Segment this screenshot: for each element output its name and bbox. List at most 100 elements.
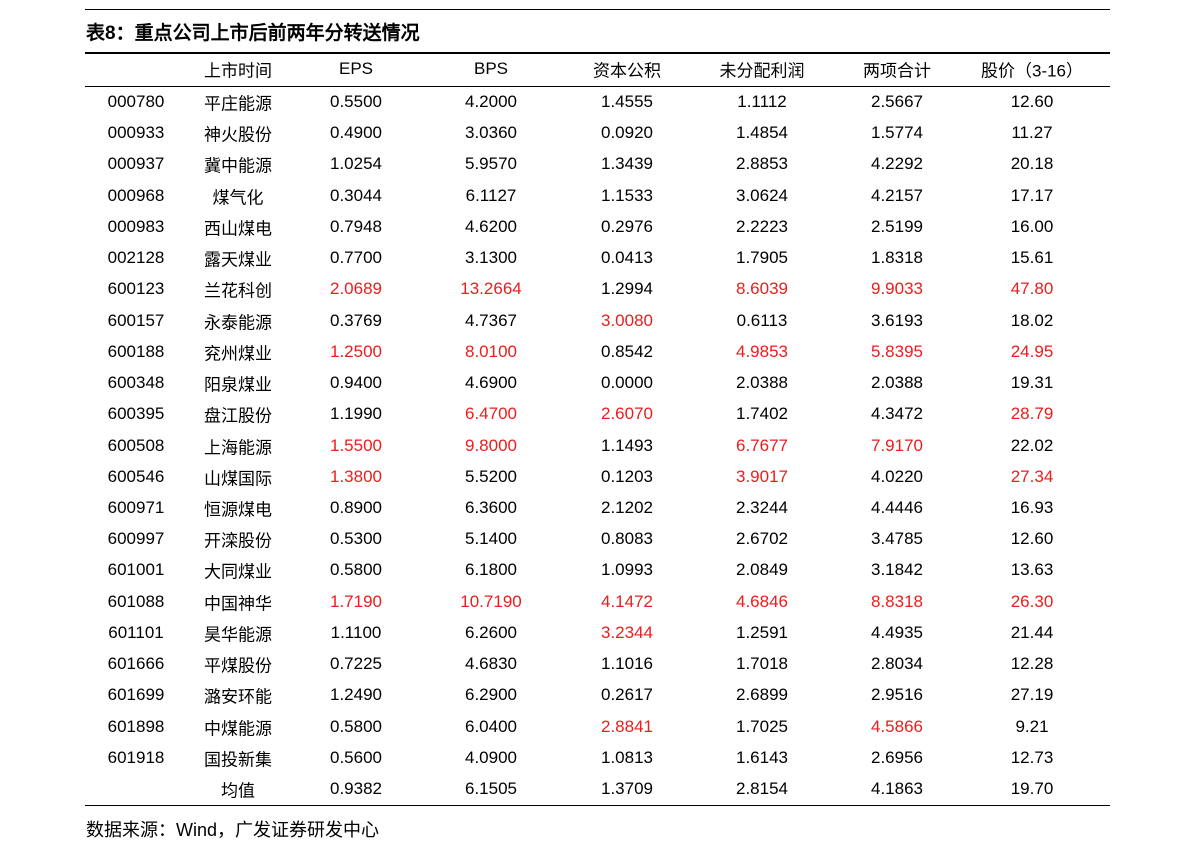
table-cell: 0.1203 xyxy=(601,466,653,486)
table-cell: 3.0080 xyxy=(601,310,653,330)
table-cell: 1.1100 xyxy=(330,622,382,642)
table-cell: 26.30 xyxy=(1010,591,1054,611)
company-name: 露天煤业 xyxy=(204,250,272,270)
company-name: 冀中能源 xyxy=(204,156,272,176)
table-cell: 20.18 xyxy=(1010,154,1054,174)
table-cell: 4.6830 xyxy=(465,654,517,674)
table-cell: 4.9853 xyxy=(736,341,788,361)
stock-code: 600997 xyxy=(107,529,165,549)
table-cell: 1.5500 xyxy=(330,435,382,455)
table-cell: 11.27 xyxy=(1011,123,1053,143)
table-cell: 1.7018 xyxy=(736,654,788,674)
table-cell: 6.2900 xyxy=(465,685,517,705)
table-cell: 3.2344 xyxy=(601,622,653,642)
table-cell: 3.0624 xyxy=(736,185,788,205)
table-cell: 0.5800 xyxy=(330,560,382,580)
rule xyxy=(85,86,1110,87)
stock-code: 002128 xyxy=(107,248,165,268)
table-cell: 5.5200 xyxy=(465,466,517,486)
table-cell: 8.0100 xyxy=(465,341,517,361)
company-name: 潞安环能 xyxy=(204,687,272,707)
company-name: 昊华能源 xyxy=(204,625,272,645)
company-name: 上海能源 xyxy=(204,438,272,457)
table-cell: 1.2490 xyxy=(330,685,382,705)
stock-code: 601699 xyxy=(107,685,165,705)
table-cell: 28.79 xyxy=(1010,404,1054,424)
table-cell: 12.73 xyxy=(1010,747,1054,767)
stock-code: 600348 xyxy=(107,373,165,393)
table-cell: 0.6113 xyxy=(736,310,788,330)
table-cell: 4.6900 xyxy=(465,373,517,393)
table-cell: 2.1202 xyxy=(601,497,653,517)
table-cell: 3.1842 xyxy=(871,560,923,580)
table-cell: 0.0413 xyxy=(601,248,653,268)
column-header: BPS xyxy=(473,59,509,78)
table-cell: 17.17 xyxy=(1010,185,1054,205)
company-name: 西山煤电 xyxy=(204,219,272,239)
table-cell: 2.8841 xyxy=(601,716,653,736)
table-cell: 4.1472 xyxy=(601,591,653,611)
table-cell: 4.4935 xyxy=(871,622,923,642)
company-name: 开滦股份 xyxy=(204,531,272,551)
table-cell: 3.0360 xyxy=(465,123,517,143)
company-name: 国投新集 xyxy=(204,750,272,770)
table-cell: 0.9400 xyxy=(330,373,382,393)
table-cell: 3.6193 xyxy=(871,310,923,330)
column-header: 资本公积 xyxy=(593,61,661,81)
table-cell: 1.5774 xyxy=(871,123,923,143)
table-cell: 4.6846 xyxy=(736,591,788,611)
table-cell: 21.44 xyxy=(1010,622,1054,642)
company-name: 兰花科创 xyxy=(204,281,272,301)
stock-code: 600395 xyxy=(107,404,165,424)
table-cell: 6.7677 xyxy=(736,435,788,455)
table-cell: 0.2976 xyxy=(601,216,653,236)
table-cell: 0.8083 xyxy=(601,529,653,549)
table-cell: 3.1300 xyxy=(465,248,517,268)
table-cell: 1.0254 xyxy=(330,154,382,174)
table-cell: 6.2600 xyxy=(465,622,517,642)
table-cell: 1.8318 xyxy=(871,248,923,268)
table-cell: 27.19 xyxy=(1010,685,1054,705)
stock-code: 600123 xyxy=(107,279,165,299)
company-name: 永泰能源 xyxy=(204,313,272,333)
table-cell: 0.0920 xyxy=(601,123,653,143)
table-cell: 9.9033 xyxy=(871,279,923,299)
table-cell: 4.4446 xyxy=(871,497,923,517)
rule xyxy=(85,805,1110,806)
table-cell: 0.3044 xyxy=(330,185,382,205)
table-cell: 1.6143 xyxy=(736,747,788,767)
stock-code: 600546 xyxy=(107,466,165,486)
company-name: 煤气化 xyxy=(212,188,264,208)
table-cell: 0.5300 xyxy=(330,529,382,549)
stock-code: 000968 xyxy=(107,185,165,205)
table-cell: 1.2994 xyxy=(601,279,653,299)
table-cell: 2.3244 xyxy=(736,497,788,517)
column-header: 未分配利润 xyxy=(719,61,805,81)
table-cell: 22.02 xyxy=(1010,435,1054,455)
company-name: 中国神华 xyxy=(204,594,272,614)
company-name: 均值 xyxy=(221,781,255,801)
company-name: 盘江股份 xyxy=(204,406,272,426)
table-cell: 27.34 xyxy=(1010,466,1054,486)
table-cell: 2.6070 xyxy=(601,404,653,424)
table-cell: 4.2292 xyxy=(871,154,923,174)
table-cell: 47.80 xyxy=(1010,279,1054,299)
table-cell: 24.95 xyxy=(1010,341,1054,361)
stock-code: 000983 xyxy=(107,216,165,236)
table-cell: 0.7948 xyxy=(330,216,382,236)
table-cell: 1.1990 xyxy=(330,404,382,424)
table-cell: 2.2223 xyxy=(736,216,788,236)
table-cell: 6.4700 xyxy=(465,404,517,424)
column-header: 两项合计 xyxy=(863,61,931,81)
table-cell: 0.5500 xyxy=(330,92,382,111)
table-cell: 1.3439 xyxy=(601,154,653,174)
table-cell: 6.3600 xyxy=(465,497,517,517)
table-cell: 13.63 xyxy=(1010,560,1054,580)
table-cell: 19.70 xyxy=(1010,779,1054,798)
table-cell: 4.6200 xyxy=(465,216,517,236)
table-cell: 0.0000 xyxy=(601,373,653,393)
table-cell: 2.9516 xyxy=(871,685,923,705)
table-cell: 12.60 xyxy=(1010,529,1054,549)
stock-code: 000933 xyxy=(107,123,165,143)
table-cell: 1.4854 xyxy=(736,123,788,143)
